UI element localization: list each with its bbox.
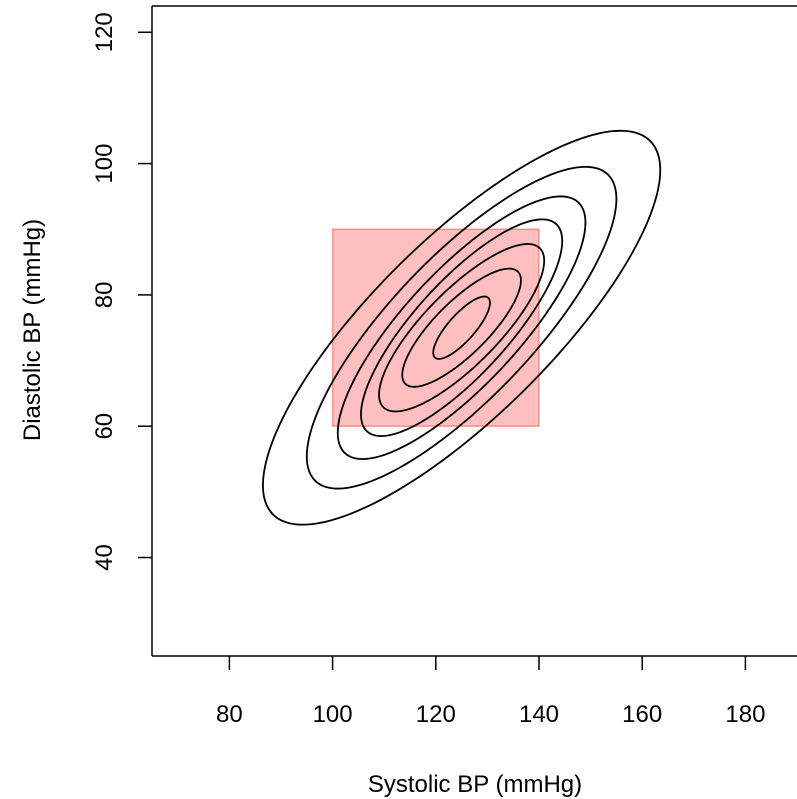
highlight-region (331, 228, 540, 427)
contour-line-7 (262, 129, 662, 526)
y-tick-label-60: 60 (91, 413, 118, 440)
highlight-region-layer (331, 228, 540, 427)
contour-line-5 (336, 195, 587, 460)
x-tick-label-100: 100 (313, 701, 353, 728)
contour-layer (262, 129, 662, 526)
contour-line-4 (360, 218, 564, 437)
y-axis-title: Diastolic BP (mmHg) (19, 219, 46, 441)
y-tick-label-80: 80 (91, 282, 118, 309)
y-tick-label-40: 40 (91, 544, 118, 571)
x-tick-label-160: 160 (622, 701, 662, 728)
contour-line-6 (305, 165, 618, 490)
x-tick-label-180: 180 (725, 701, 765, 728)
x-tick-label-140: 140 (519, 701, 559, 728)
axes: 80 100 120 140 160 180 40 60 80 100 120 (91, 5, 797, 728)
contour-line-3 (378, 243, 546, 413)
contour-line-2 (401, 267, 522, 388)
contour-line-1 (432, 295, 491, 360)
x-tick-label-80: 80 (216, 701, 243, 728)
x-axis-title: Systolic BP (mmHg) (368, 771, 582, 798)
y-tick-label-100: 100 (91, 144, 118, 184)
x-tick-label-120: 120 (416, 701, 456, 728)
y-tick-label-120: 120 (91, 12, 118, 52)
